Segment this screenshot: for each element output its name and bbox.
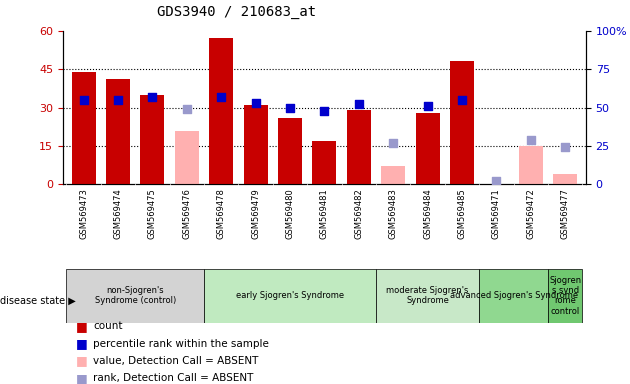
Text: GSM569484: GSM569484	[423, 189, 432, 239]
Bar	[204, 269, 376, 323]
Bar	[381, 166, 405, 184]
Text: GSM569480: GSM569480	[285, 189, 295, 239]
Point	[285, 104, 295, 111]
Point	[113, 97, 123, 103]
Text: percentile rank within the sample: percentile rank within the sample	[93, 339, 269, 349]
Text: moderate Sjogren's
Syndrome: moderate Sjogren's Syndrome	[386, 286, 469, 305]
Text: non-Sjogren's
Syndrome (control): non-Sjogren's Syndrome (control)	[94, 286, 176, 305]
Text: GSM569471: GSM569471	[492, 189, 501, 239]
Bar	[66, 269, 204, 323]
Text: GDS3940 / 210683_at: GDS3940 / 210683_at	[157, 5, 316, 19]
Bar	[479, 269, 548, 323]
Bar	[278, 118, 302, 184]
Text: GSM569482: GSM569482	[354, 189, 364, 239]
Point	[319, 108, 329, 114]
Text: Sjogren
s synd
rome
control: Sjogren s synd rome control	[549, 276, 581, 316]
Text: value, Detection Call = ABSENT: value, Detection Call = ABSENT	[93, 356, 259, 366]
Point	[457, 97, 467, 103]
Bar	[312, 141, 336, 184]
Point	[216, 94, 226, 100]
Text: ■: ■	[76, 320, 88, 333]
Text: GSM569474: GSM569474	[113, 189, 123, 239]
Text: early Sjogren's Syndrome: early Sjogren's Syndrome	[236, 291, 344, 300]
Point	[526, 137, 536, 143]
Bar	[72, 72, 96, 184]
Text: ■: ■	[76, 337, 88, 350]
Point	[423, 103, 433, 109]
Bar	[175, 131, 199, 184]
Bar	[548, 269, 583, 323]
Text: GSM569476: GSM569476	[182, 189, 192, 239]
Point	[388, 140, 398, 146]
Text: GSM569475: GSM569475	[148, 189, 157, 239]
Bar	[450, 61, 474, 184]
Text: rank, Detection Call = ABSENT: rank, Detection Call = ABSENT	[93, 373, 254, 383]
Bar	[209, 38, 233, 184]
Text: advanced Sjogren's Syndrome: advanced Sjogren's Syndrome	[450, 291, 578, 300]
Bar	[416, 113, 440, 184]
Bar	[106, 79, 130, 184]
Text: count: count	[93, 321, 123, 331]
Text: GSM569472: GSM569472	[526, 189, 536, 239]
Text: ■: ■	[76, 354, 88, 367]
Point	[560, 144, 570, 151]
Point	[491, 178, 501, 184]
Point	[251, 100, 261, 106]
Text: GSM569477: GSM569477	[561, 189, 570, 239]
Bar	[346, 110, 371, 184]
Point	[79, 97, 89, 103]
Bar	[140, 95, 164, 184]
Text: disease state ▶: disease state ▶	[0, 296, 76, 306]
Bar	[553, 174, 577, 184]
Text: GSM569478: GSM569478	[217, 189, 226, 239]
Text: GSM569481: GSM569481	[320, 189, 329, 239]
Bar	[376, 269, 479, 323]
Bar	[244, 105, 268, 184]
Text: ■: ■	[76, 372, 88, 384]
Point	[147, 94, 158, 100]
Text: GSM569483: GSM569483	[389, 189, 398, 239]
Text: GSM569473: GSM569473	[79, 189, 88, 239]
Bar	[519, 146, 543, 184]
Point	[354, 101, 364, 108]
Text: GSM569479: GSM569479	[251, 189, 260, 239]
Text: GSM569485: GSM569485	[457, 189, 467, 239]
Point	[182, 106, 192, 112]
